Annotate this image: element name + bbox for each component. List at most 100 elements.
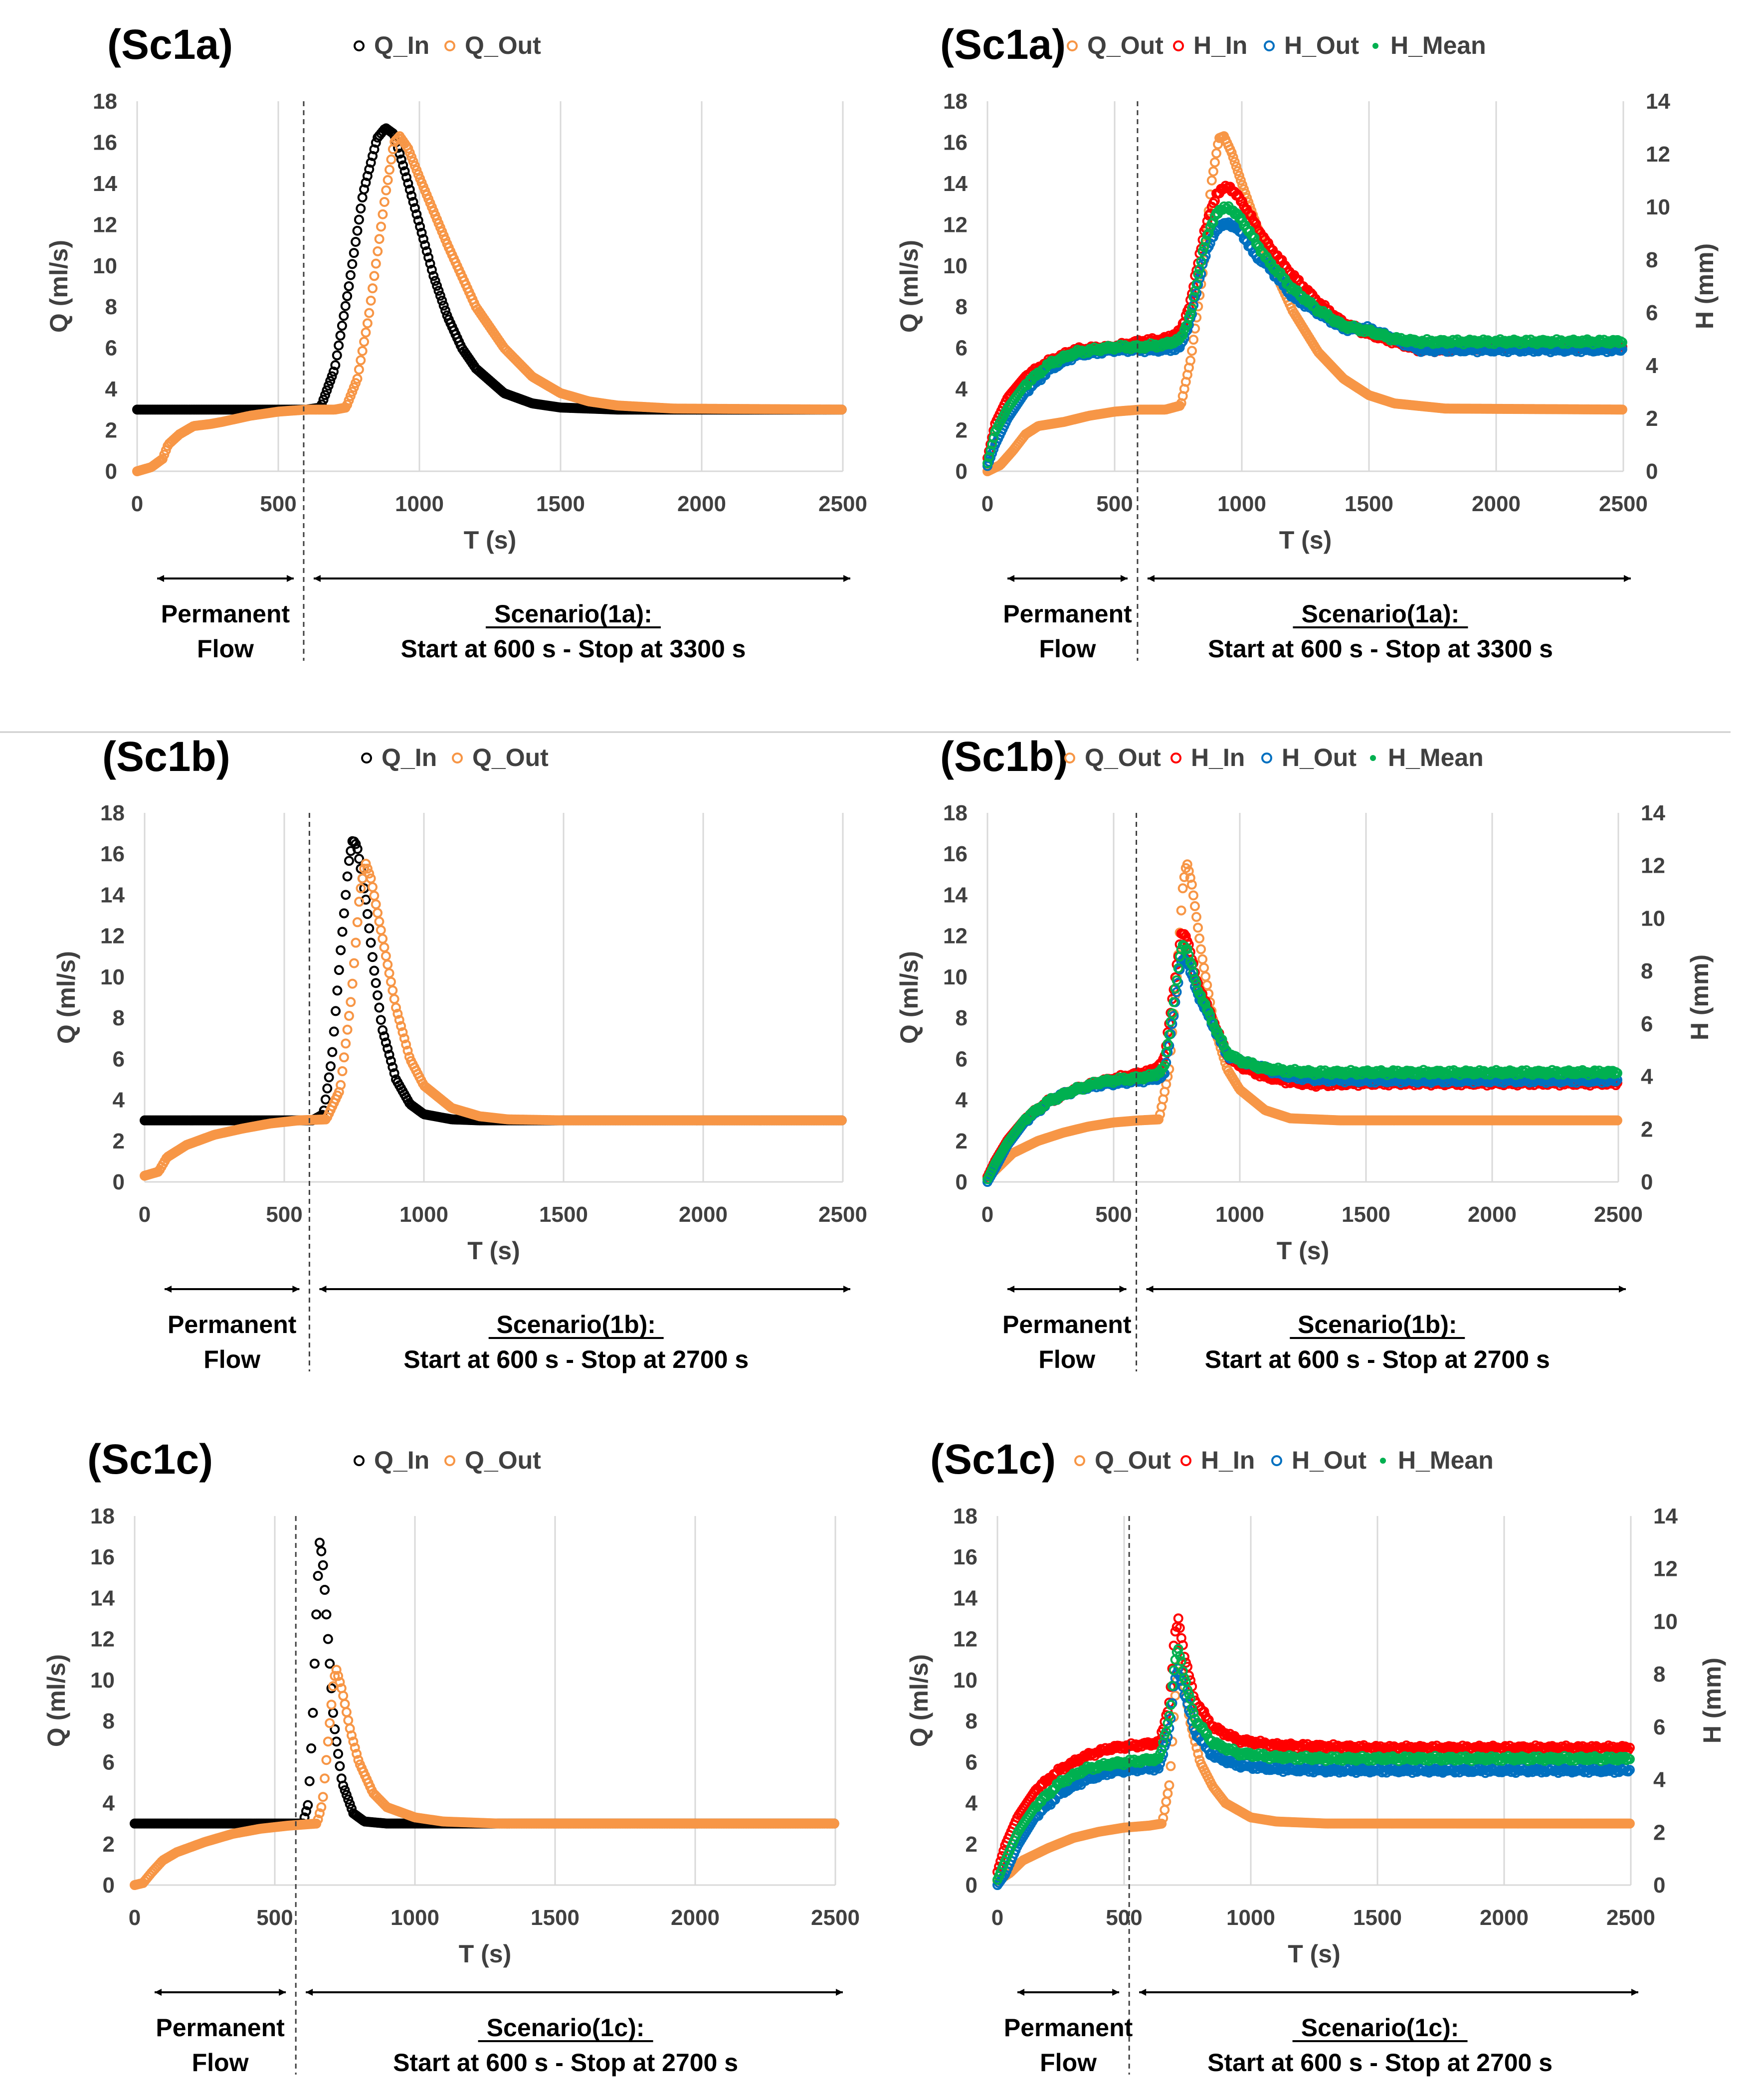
- y-tick-label: 16: [943, 842, 968, 866]
- data-point: [318, 394, 329, 405]
- x-tick-label: 1500: [1342, 1202, 1390, 1227]
- x-tick-label: 0: [981, 1202, 993, 1227]
- y-tick-label: 4: [113, 1088, 125, 1113]
- data-point: [399, 166, 410, 177]
- data-point: [383, 959, 393, 970]
- x-tick-label: 1500: [536, 492, 585, 516]
- data-point: [426, 265, 437, 275]
- y-tick-label: 14: [93, 172, 117, 196]
- y-tick-label: 18: [93, 89, 117, 114]
- legend-label: H_Mean: [1390, 31, 1486, 59]
- data-point: [396, 1021, 406, 1031]
- data-point: [342, 871, 353, 882]
- y-tick-label: 16: [100, 842, 125, 866]
- data-point: [367, 952, 378, 962]
- series-q-out: [982, 131, 1627, 476]
- series-q-out: [140, 858, 847, 1181]
- data-point: [347, 259, 358, 269]
- x-tick-label: 2500: [818, 492, 867, 516]
- data-point: [1196, 256, 1206, 267]
- y2-tick-label: 0: [1646, 459, 1658, 484]
- data-point: [367, 882, 378, 892]
- data-point: [334, 340, 344, 351]
- y2-axis-title: H (mm): [1691, 243, 1719, 329]
- data-point: [362, 909, 373, 919]
- y-tick-label: 16: [93, 130, 117, 155]
- y-tick-label: 2: [113, 1129, 125, 1153]
- data-point: [401, 172, 411, 183]
- data-point: [399, 1033, 409, 1044]
- data-point: [376, 221, 387, 232]
- data-point: [374, 916, 385, 927]
- legend-marker: [452, 753, 463, 764]
- data-point: [1231, 161, 1241, 172]
- y-tick-label: 18: [943, 89, 968, 114]
- y-tick-label: 4: [956, 377, 968, 401]
- data-point: [1199, 242, 1209, 252]
- legend-label: H_Out: [1284, 31, 1359, 59]
- y2-tick-label: 0: [1641, 1170, 1653, 1194]
- y-tick-label: 12: [100, 924, 125, 949]
- data-point: [351, 839, 361, 849]
- legend-label: Q_Out: [1087, 31, 1164, 59]
- data-point: [394, 149, 405, 159]
- x-axis-title: T (s): [1277, 1237, 1330, 1265]
- data-point: [381, 1037, 391, 1048]
- x-tick-label: 500: [266, 1202, 302, 1227]
- data-point: [325, 1061, 336, 1072]
- data-point: [376, 1015, 386, 1025]
- y-tick-label: 0: [956, 1170, 968, 1194]
- data-point: [354, 364, 364, 375]
- data-point: [320, 390, 330, 400]
- y-tick-label: 10: [100, 965, 125, 989]
- legend: Q_Out H_In H_Out H_Mean: [1067, 31, 1486, 59]
- y-tick-label: 14: [943, 172, 968, 196]
- data-point: [357, 192, 368, 202]
- data-point: [373, 990, 383, 1000]
- data-point: [988, 433, 999, 443]
- data-point: [389, 994, 399, 1004]
- data-point: [425, 258, 435, 269]
- data-point: [329, 1026, 339, 1037]
- data-point: [325, 376, 336, 386]
- data-point: [356, 883, 366, 894]
- series-q-in: [132, 123, 847, 415]
- y-tick-label: 6: [956, 336, 968, 361]
- data-point: [344, 856, 354, 866]
- data-point: [378, 209, 388, 219]
- data-point: [379, 942, 389, 953]
- data-point: [340, 301, 351, 311]
- y-axis-title: Q (ml/s): [52, 951, 80, 1044]
- data-point: [1235, 175, 1246, 186]
- annotation-arrows: [157, 575, 850, 582]
- data-point: [334, 965, 344, 975]
- data-point: [1193, 923, 1203, 933]
- data-point: [332, 985, 343, 996]
- data-point: [383, 1043, 393, 1054]
- data-point: [341, 1038, 351, 1049]
- data-point: [327, 371, 337, 382]
- y-axis-title: Q (ml/s): [45, 240, 73, 333]
- legend-label: H_In: [1193, 31, 1247, 59]
- data-point: [415, 221, 425, 232]
- data-point: [401, 1039, 411, 1050]
- data-point: [1193, 269, 1203, 279]
- y2-tick-label: 12: [1646, 142, 1670, 167]
- data-point: [347, 978, 358, 989]
- data-point: [1188, 292, 1199, 302]
- x-axis-title: T (s): [464, 526, 517, 554]
- data-point: [418, 234, 428, 244]
- data-point: [413, 215, 423, 226]
- data-point: [381, 185, 391, 195]
- data-point: [421, 246, 432, 256]
- arrow-head: [1624, 575, 1631, 582]
- scenario-title: Scenario(1a):: [1302, 600, 1460, 628]
- data-point: [369, 271, 380, 281]
- data-point: [1208, 217, 1218, 227]
- data-point: [381, 951, 391, 961]
- data-point: [369, 965, 380, 976]
- y2-tick-label: 6: [1641, 1012, 1653, 1036]
- x-tick-label: 2500: [818, 1202, 867, 1227]
- data-point: [1176, 905, 1186, 916]
